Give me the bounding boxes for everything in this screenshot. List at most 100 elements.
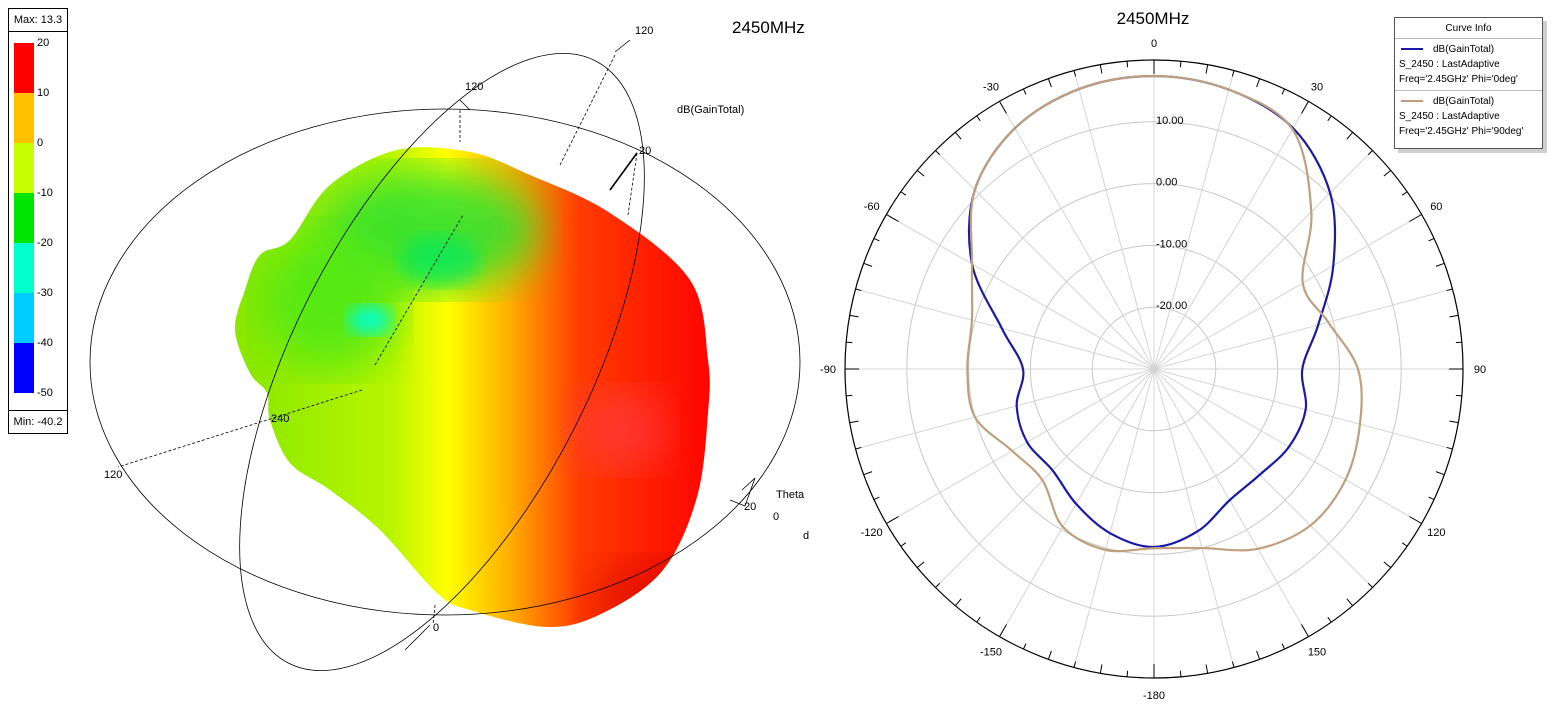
angular-grid-spoke: [1153, 368, 1373, 588]
axis-label: 20: [639, 145, 651, 157]
color-tick-label: 20: [37, 37, 50, 49]
legend-title: Curve Info: [1395, 18, 1542, 39]
series-condition: Freq='2.45GHz' Phi='0deg': [1399, 74, 1518, 85]
angle-tick: [1327, 115, 1332, 122]
angle-tick-label: 120: [1427, 527, 1445, 539]
color-tick-label: 10: [37, 87, 50, 99]
angular-grid-spoke: [1073, 70, 1155, 370]
angle-tick: [1428, 496, 1435, 501]
axis-label: 20: [744, 501, 756, 513]
color-tick-label: -40: [37, 337, 53, 349]
angle-tick: [1455, 341, 1462, 344]
angle-tick: [1449, 420, 1459, 424]
angle-tick: [886, 516, 899, 524]
angle-tick: [849, 314, 859, 318]
angle-tick: [1301, 101, 1309, 114]
axis-label: 120: [635, 25, 653, 37]
color-segment: [14, 93, 34, 143]
angular-grid-spoke: [855, 368, 1155, 450]
angle-tick-label: -180: [1143, 690, 1165, 702]
angle-tick: [1409, 214, 1422, 222]
angle-tick: [849, 420, 859, 424]
radial-tick-label: -10.00: [1156, 238, 1187, 250]
angle-tick: [935, 582, 941, 588]
angular-grid-spoke: [1153, 368, 1422, 524]
angular-grid-spoke: [1153, 288, 1453, 370]
angle-tick: [873, 237, 880, 242]
angle-tick: [863, 471, 873, 476]
color-tick-label: -30: [37, 287, 53, 299]
angle-tick-label: -90: [820, 364, 836, 376]
series-swatch: [1401, 48, 1423, 51]
color-scale-legend: Max: 13.3 20 10 0 -10 -20 -30 -40 -50 Min: -40.…: [8, 8, 68, 434]
angle-tick: [1179, 61, 1182, 68]
angle-tick: [855, 446, 862, 450]
color-segment: [14, 43, 34, 93]
series-setup: S_2450 : LastAdaptive: [1399, 59, 1500, 70]
angular-grid-spoke: [999, 101, 1155, 370]
angle-tick: [1073, 70, 1077, 77]
angular-grid-spoke: [935, 150, 1155, 370]
angular-grid-spoke: [886, 368, 1155, 524]
polar-plot: 2450MHz 0 30 60 90 120 150 -180 -150 -120 -90 -60 -…: [820, 9, 1486, 702]
angle-tick: [1383, 169, 1392, 177]
angle-tick: [1231, 70, 1235, 77]
angle-tick: [1435, 471, 1445, 476]
angle-tick: [1047, 78, 1052, 88]
color-segment: [14, 193, 34, 243]
angular-grid-spoke: [1153, 214, 1422, 370]
angle-tick: [863, 262, 873, 267]
angle-tick: [1099, 664, 1103, 674]
angle-tick: [1022, 643, 1027, 650]
angle-tick: [1367, 582, 1373, 588]
angle-tick: [1256, 78, 1261, 88]
angular-grid-spoke: [1153, 150, 1373, 370]
angle-tick: [976, 115, 981, 122]
theta-label: Theta: [776, 489, 805, 501]
legend-entry-phi0[interactable]: dB(GainTotal) S_2450 : LastAdaptive Freq…: [1395, 39, 1542, 91]
angle-tick-label: -120: [861, 527, 883, 539]
series-swatch: [1401, 100, 1423, 103]
angular-grid-spoke: [935, 368, 1155, 588]
angle-tick: [954, 598, 962, 607]
angle-tick: [1401, 542, 1408, 547]
angle-tick-label: 90: [1474, 364, 1486, 376]
angular-grid-spoke: [1073, 368, 1155, 668]
color-segment: [14, 293, 34, 343]
angle-tick: [1047, 650, 1052, 660]
polar-title: 2450MHz: [1117, 9, 1190, 28]
angle-tick-label: 30: [1311, 82, 1323, 94]
color-tick-label: 0: [37, 137, 44, 149]
angle-tick: [1126, 670, 1129, 677]
radial-tick-label: -20.00: [1156, 300, 1187, 312]
angle-tick: [1022, 88, 1027, 95]
angular-grid-spoke: [1153, 70, 1235, 370]
angle-tick-label: -150: [980, 646, 1002, 658]
angle-tick: [1346, 598, 1354, 607]
color-tick-label: -50: [37, 387, 53, 399]
angle-tick: [1435, 262, 1445, 267]
angular-grid-spoke: [1153, 368, 1309, 637]
angle-tick-label: 150: [1308, 646, 1326, 658]
angle-tick: [1281, 643, 1286, 650]
angle-tick: [1205, 64, 1209, 74]
angle-tick: [916, 561, 925, 569]
angle-tick: [916, 169, 925, 177]
angular-grid-spoke: [886, 214, 1155, 370]
angle-tick: [846, 394, 853, 397]
angle-tick: [1231, 661, 1235, 668]
color-segment: [14, 143, 34, 193]
angle-tick: [1179, 670, 1182, 677]
color-segment: [14, 343, 34, 393]
angle-tick: [1383, 561, 1392, 569]
legend-entry-phi90[interactable]: dB(GainTotal) S_2450 : LastAdaptive Freq…: [1395, 91, 1542, 142]
angle-tick: [976, 616, 981, 623]
radial-tick-label: 0.00: [1156, 177, 1177, 189]
angle-tick: [1281, 88, 1286, 95]
angle-tick: [855, 288, 862, 292]
angle-tick: [900, 542, 907, 547]
angle-tick: [846, 341, 853, 344]
color-tick-label: -10: [37, 187, 53, 199]
angle-tick-label: 0: [1151, 38, 1157, 50]
3d-wireframe: [89, 39, 801, 671]
